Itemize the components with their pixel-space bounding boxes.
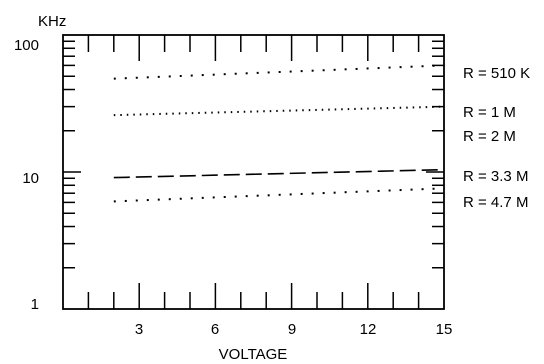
series-label-3-3m: R = 3.3 M (463, 168, 528, 185)
x-tick-label-15: 15 (436, 321, 453, 338)
series-line-1 (113, 105, 445, 117)
x-tick-label-6: 6 (211, 321, 219, 338)
y-tick-label-100: 100 (14, 37, 39, 54)
series-line-0 (113, 64, 445, 80)
series-label-4-7m: R = 4.7 M (463, 194, 528, 211)
series-lines (113, 64, 445, 203)
x-axis-label: VOLTAGE (219, 346, 288, 363)
tick-marks (63, 35, 444, 309)
x-tick-label-9: 9 (288, 321, 296, 338)
series-label-2m: R = 2 M (463, 128, 516, 145)
plot-frame (62, 34, 445, 310)
y-tick-label-1: 1 (31, 296, 39, 313)
series-line-3 (113, 187, 445, 203)
y-axis-label: KHz (38, 13, 66, 30)
y-tick-label-10: 10 (22, 170, 39, 187)
x-tick-label-12: 12 (360, 321, 377, 338)
series-line-2 (113, 168, 445, 179)
series-label-1m: R = 1 M (463, 104, 516, 121)
series-label-510k: R = 510 K (463, 65, 530, 82)
x-tick-label-3: 3 (135, 321, 143, 338)
